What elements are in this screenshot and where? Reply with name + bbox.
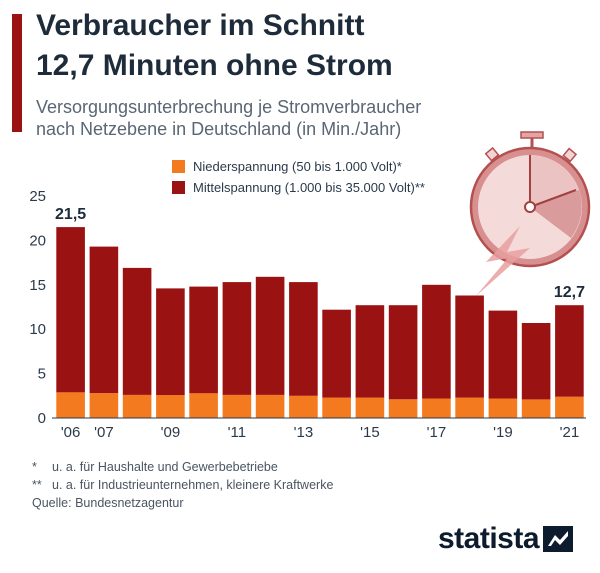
legend-label-niederspannung: Niederspannung (50 bis 1.000 Volt)* <box>193 159 402 174</box>
footnote-2: ** u. a. für Industrieunternehmen, kleine… <box>32 476 333 494</box>
x-tick-label: '17 <box>427 424 447 441</box>
bar-segment-niederspannung <box>388 399 418 418</box>
chart-subtitle: Versorgungsunterbrechung je Stromverbrau… <box>36 96 556 140</box>
bar-segment-mittelspannung <box>488 310 518 399</box>
bar-segment-mittelspannung <box>156 288 185 395</box>
x-tick-label: '07 <box>94 424 114 441</box>
legend-label-mittelspannung: Mittelspannung (1.000 bis 35.000 Volt)** <box>193 180 425 195</box>
chart-area: 0 5 10 15 20 25 '06 '07 '09 '11 '13 '15 '17 '19 '21 21,… <box>29 131 591 441</box>
footnote-1: * u. a. für Haushalte und Gewerbebetriebe <box>32 458 333 476</box>
bar-segment-mittelspannung <box>289 282 318 396</box>
footnote-text: u. a. für Haushalte und Gewerbebetriebe <box>52 460 278 474</box>
y-tick-label: 10 <box>29 321 46 338</box>
bar-segment-niederspannung <box>156 394 185 418</box>
subtitle-line-2: nach Netzebene in Deutschland (in Min./J… <box>36 119 402 139</box>
bar-segment-niederspannung <box>56 392 85 418</box>
bar-segment-niederspannung <box>322 397 351 418</box>
page-title: Verbraucher im Schnitt 12,7 Minuten ohne… <box>36 6 576 86</box>
y-tick-label: 5 <box>38 366 46 383</box>
footnote-mark: ** <box>32 478 42 492</box>
x-tick-label: '13 <box>294 424 314 441</box>
bar-segment-mittelspannung <box>355 305 385 398</box>
bar-segment-niederspannung <box>355 397 385 418</box>
bar-segment-niederspannung <box>89 393 119 418</box>
bar-segment-niederspannung <box>555 396 584 418</box>
stopwatch-icon <box>469 131 591 296</box>
y-tick-label: 25 <box>29 188 46 205</box>
footnote-text: u. a. für Industrieunternehmen, kleinere… <box>52 478 334 492</box>
chart-legend: Niederspannung (50 bis 1.000 Volt)* Mitt… <box>172 156 425 198</box>
y-tick-label: 0 <box>38 410 46 427</box>
x-tick-label: '11 <box>228 424 246 441</box>
bar-segment-mittelspannung <box>422 284 451 399</box>
footnote-mark: * <box>32 460 37 474</box>
bar-segment-mittelspannung <box>89 246 119 394</box>
statista-logo-icon <box>543 526 574 552</box>
source-note: Quelle: Bundesnetzagentur <box>32 496 184 510</box>
bar-segment-mittelspannung <box>122 267 152 395</box>
footnotes: * u. a. für Haushalte und Gewerbebetriebe… <box>32 458 333 512</box>
brand-logo[interactable]: statista <box>438 522 574 556</box>
bar-segment-mittelspannung <box>455 295 484 398</box>
data-label: 21,5 <box>55 206 86 223</box>
bar-segment-mittelspannung <box>322 309 351 398</box>
x-tick-label: '19 <box>493 424 513 441</box>
legend-swatch-red <box>172 181 185 194</box>
bar-segment-niederspannung <box>189 393 218 418</box>
bar-segment-niederspannung <box>455 397 484 418</box>
x-tick-label: '21 <box>560 424 580 441</box>
y-tick-label: 15 <box>29 277 46 294</box>
legend-swatch-orange <box>172 160 185 173</box>
bar-segment-mittelspannung <box>388 305 418 400</box>
bar-segment-mittelspannung <box>189 286 218 394</box>
legend-item-niederspannung: Niederspannung (50 bis 1.000 Volt)* <box>172 156 425 177</box>
bar-segment-mittelspannung <box>56 227 85 393</box>
bar-segment-niederspannung <box>289 395 318 418</box>
brand-name: statista <box>438 522 540 555</box>
legend-item-mittelspannung: Mittelspannung (1.000 bis 35.000 Volt)** <box>172 177 425 198</box>
bar-segment-niederspannung <box>521 399 551 418</box>
title-line-1: Verbraucher im Schnitt <box>36 9 365 42</box>
title-accent-bar <box>12 14 22 132</box>
bar-segment-mittelspannung <box>222 282 252 395</box>
bar-segment-niederspannung <box>422 398 451 418</box>
bar-segment-niederspannung <box>222 394 252 418</box>
bar-segment-niederspannung <box>255 394 285 418</box>
bar-segment-niederspannung <box>488 398 518 418</box>
x-tick-label: '15 <box>360 424 380 441</box>
data-label: 12,7 <box>554 284 585 301</box>
y-tick-label: 20 <box>29 232 46 249</box>
bar-segment-mittelspannung <box>555 305 584 397</box>
subtitle-line-1: Versorgungsunterbrechung je Stromverbrau… <box>36 97 422 117</box>
bar-segment-mittelspannung <box>521 323 551 400</box>
x-tick-label: '09 <box>161 424 181 441</box>
title-line-2: 12,7 Minuten ohne Strom <box>36 49 393 82</box>
bar-segment-mittelspannung <box>255 276 285 395</box>
bar-segment-niederspannung <box>122 394 152 418</box>
x-tick-label: '06 <box>61 424 81 441</box>
